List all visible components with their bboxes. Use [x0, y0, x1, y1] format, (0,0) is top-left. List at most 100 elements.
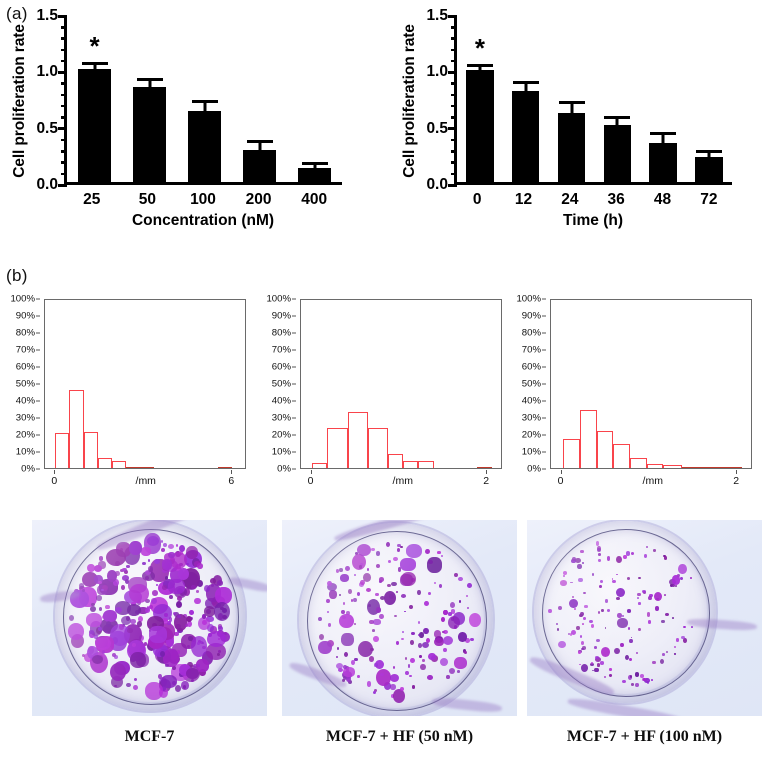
x-tick-label: /mm	[642, 475, 663, 487]
y-tick-mark	[292, 468, 296, 470]
error-bar-cap	[650, 132, 677, 136]
bar-24	[557, 113, 586, 182]
y-tick-mark	[36, 417, 40, 419]
y-tick-label: 1.5	[426, 7, 448, 24]
y-minor-tick	[451, 26, 457, 29]
histogram-bin	[719, 466, 743, 468]
concentration-bar-chart: Cell proliferation rate 0.0 0.5 1.0 1.5 * 2…	[8, 7, 353, 256]
y-tick-mark	[542, 400, 546, 402]
x-tick-label: 50	[138, 191, 157, 208]
histogram-bin	[563, 439, 580, 468]
y-tick-label: 50%	[15, 378, 35, 390]
y-tick-mark	[542, 332, 546, 334]
error-bar-cap	[301, 161, 328, 165]
histogram-bin	[663, 464, 682, 468]
y-minor-tick	[451, 150, 457, 153]
x-axis-ticks-time: 0 12 24 36 48 72	[454, 189, 732, 211]
y-tick-label: 0%	[277, 463, 291, 475]
y-tick-label: 30%	[271, 412, 291, 424]
y-tick-mark	[542, 366, 546, 368]
y-major-tick	[448, 183, 457, 187]
x-tick-label: /mm	[135, 475, 156, 487]
y-tick-mark	[292, 434, 296, 436]
error-bar-cap	[246, 140, 273, 144]
y-tick-label: 1.0	[36, 63, 58, 81]
histogram-bin	[387, 454, 403, 468]
y-tick-mark	[542, 298, 546, 300]
bars-concentration: *	[67, 16, 342, 182]
histogram-bin	[681, 466, 699, 468]
x-axis-label-time: Time (h)	[563, 212, 623, 229]
histogram-bin	[55, 433, 70, 468]
error-bar	[661, 135, 665, 150]
petri-dish-rim	[542, 529, 710, 697]
dish-reflection-streak	[431, 696, 503, 714]
y-minor-tick	[451, 116, 457, 119]
y-tick-mark	[36, 383, 40, 385]
x-tick-label: 72	[700, 191, 718, 208]
y-tick-label: 0%	[527, 463, 541, 475]
y-tick-label: 20%	[15, 429, 35, 441]
error-bar	[93, 65, 96, 74]
y-minor-tick	[451, 82, 457, 85]
error-bar-cap	[191, 100, 218, 104]
histogram-bin	[83, 431, 98, 468]
error-bar	[707, 153, 711, 162]
y-minor-tick	[451, 138, 457, 142]
y-major-tick	[448, 127, 457, 131]
y-minor-tick	[61, 82, 67, 85]
y-tick-mark	[292, 366, 296, 368]
y-tick-label: 90%	[271, 310, 291, 322]
y-tick-mark	[542, 451, 546, 453]
y-tick-label: 0%	[21, 463, 35, 475]
y-tick-label: 70%	[271, 344, 291, 356]
y-tick-mark	[36, 468, 40, 470]
y-minor-tick	[61, 26, 67, 29]
histogram-bin	[69, 390, 84, 468]
x-tick-label: /mm	[392, 475, 413, 487]
y-major-tick	[448, 70, 457, 74]
bars-time: *	[457, 16, 732, 182]
histogram-plot-area	[44, 299, 246, 469]
x-tick-mark	[310, 470, 312, 474]
y-tick-label: 100%	[516, 293, 541, 305]
y-minor-tick	[61, 161, 67, 164]
error-bar-cap	[466, 63, 493, 67]
y-tick-label: 50%	[271, 378, 291, 390]
x-tick-label: 6	[228, 475, 235, 487]
y-tick-label: 40%	[271, 395, 291, 407]
bar-slot	[686, 16, 732, 182]
error-bar	[313, 164, 316, 173]
y-tick-mark	[36, 315, 40, 317]
y-tick-mark	[292, 451, 296, 453]
y-tick-label: 30%	[15, 412, 35, 424]
petri-dish-rim	[307, 531, 487, 711]
histogram-bin	[579, 409, 597, 468]
y-tick-label: 50%	[521, 378, 541, 390]
bar-12	[512, 90, 540, 182]
panel-a-label: (a)	[6, 4, 28, 23]
error-bar-cap	[81, 62, 108, 66]
x-tick-mark	[736, 470, 738, 474]
histogram-bin	[596, 430, 614, 468]
y-minor-tick	[451, 172, 457, 176]
y-major-tick	[448, 14, 457, 18]
histogram-plot-area	[550, 299, 752, 469]
y-tick-label: 20%	[521, 429, 541, 441]
error-bar-cap	[136, 78, 163, 82]
x-tick-mark	[486, 470, 488, 474]
y-minor-tick	[451, 161, 457, 164]
histogram-bin	[646, 464, 664, 468]
histogram-bin	[402, 461, 418, 468]
y-minor-tick	[61, 37, 67, 40]
x-tick-label: 12	[514, 191, 533, 208]
histogram-bin	[613, 444, 631, 468]
significance-marker: *	[89, 31, 100, 62]
y-minor-tick	[61, 150, 67, 153]
bar-slot: *	[67, 16, 122, 182]
y-tick-label: 80%	[271, 327, 291, 339]
y-axis-ticks-concentration: 0.0 0.5 1.0 1.5	[26, 7, 62, 193]
bar-slot	[549, 16, 595, 182]
y-tick-mark	[292, 315, 296, 317]
petri-dish-photo-mcf7	[32, 520, 267, 716]
